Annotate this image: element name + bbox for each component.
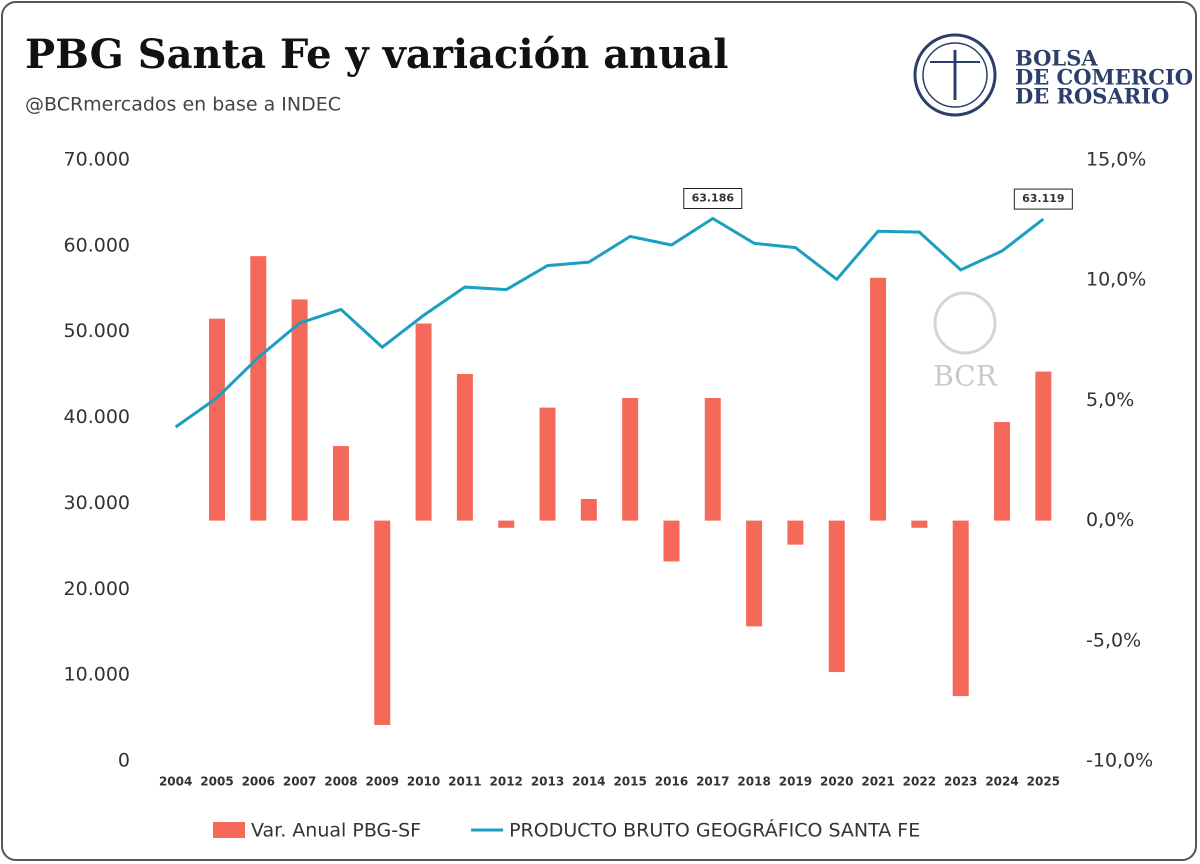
bar [828, 520, 845, 673]
x-tick-label: 2005 [200, 775, 233, 789]
x-tick-label: 2017 [696, 775, 729, 789]
y2-tick-label: -10,0% [1086, 750, 1153, 772]
x-tick-label: 2021 [861, 775, 894, 789]
bar [580, 498, 597, 521]
value-label-box [1013, 188, 1073, 210]
y-tick-label: 70.000 [64, 149, 130, 171]
x-tick-label: 2025 [1027, 775, 1060, 789]
bar [539, 407, 556, 521]
x-tick-label: 2016 [655, 775, 688, 789]
y-tick-label: 40.000 [64, 406, 130, 428]
x-tick-label: 2019 [779, 775, 812, 789]
bar [870, 277, 887, 521]
x-tick-label: 2006 [242, 775, 275, 789]
chart-title: PBG Santa Fe y variación anual [25, 31, 728, 78]
y-tick-label: 50.000 [64, 320, 130, 342]
x-tick-label: 2015 [613, 775, 646, 789]
x-tick-label: 2010 [407, 775, 440, 789]
y-tick-label: 20.000 [64, 578, 130, 600]
bar [787, 520, 804, 545]
bar [415, 323, 432, 521]
value-label: 63.186 [692, 192, 735, 205]
legend-swatch [213, 822, 245, 838]
y-tick-label: 30.000 [64, 492, 130, 514]
line [174, 216, 1045, 429]
bar [911, 520, 928, 528]
x-tick-label: 2008 [324, 775, 357, 789]
bar [746, 520, 763, 627]
bar [456, 373, 473, 521]
x-tick-label: 2023 [944, 775, 977, 789]
x-tick-label: 2020 [820, 775, 853, 789]
y-tick-label: 60.000 [64, 234, 130, 256]
bar [1035, 371, 1052, 521]
y2-tick-label: 5,0% [1086, 389, 1134, 411]
logo-emblem [922, 42, 988, 108]
bar [291, 299, 308, 521]
x-tick-label: 2013 [531, 775, 564, 789]
bar [952, 520, 969, 697]
bar [208, 318, 225, 521]
bar [622, 397, 639, 521]
x-tick-label: 2007 [283, 775, 316, 789]
x-tick-label: 2011 [448, 775, 481, 789]
x-tick-label: 2009 [366, 775, 399, 789]
legend-label: PRODUCTO BRUTO GEOGRÁFICO SANTA FE [509, 819, 920, 842]
y2-tick-label: -5,0% [1086, 629, 1141, 651]
watermark: BCR [933, 291, 998, 393]
value-label: 63.119 [1022, 192, 1064, 205]
y2-tick-label: 0,0% [1086, 509, 1134, 531]
bar [250, 256, 267, 521]
y-tick-label: 10.000 [64, 664, 130, 686]
bar [704, 397, 721, 521]
logo-text: DE ROSARIO [1015, 84, 1169, 109]
legend-label: Var. Anual PBG-SF [251, 820, 421, 842]
y2-tick-label: 15,0% [1086, 149, 1146, 171]
chart-subtitle: @BCRmercados en base a INDEC [25, 94, 341, 116]
value-label-box [683, 188, 743, 210]
logo-text: DE COMERCIO [1015, 65, 1193, 90]
x-tick-label: 2022 [903, 775, 936, 789]
y2-tick-label: 10,0% [1086, 269, 1146, 291]
bar [663, 520, 680, 562]
x-tick-label: 2014 [572, 775, 605, 789]
watermark-emblem [933, 291, 997, 355]
watermark-text: BCR [933, 360, 998, 393]
logo: BOLSA DE COMERCIO DE ROSARIO [913, 33, 1193, 117]
x-tick-label: 2012 [490, 775, 523, 789]
x-tick-label: 2018 [737, 775, 770, 789]
y-tick-label: 0 [118, 750, 130, 772]
bar [498, 520, 515, 528]
x-tick-label: 2004 [159, 775, 192, 789]
bar [994, 422, 1011, 521]
bar [332, 446, 349, 521]
logo-text: BOLSA [1015, 46, 1098, 71]
bar [374, 520, 391, 725]
x-tick-label: 2024 [985, 775, 1018, 789]
